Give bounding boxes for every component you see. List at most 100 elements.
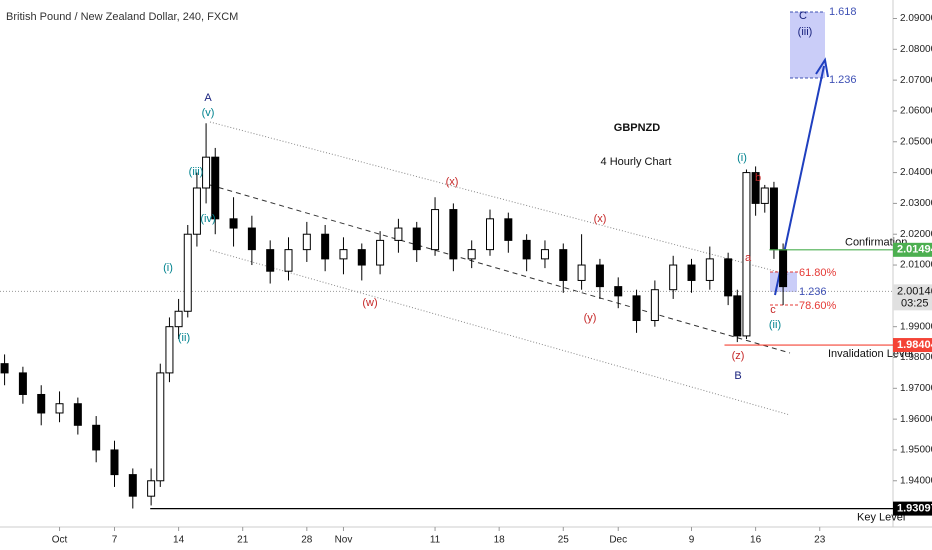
candle-body bbox=[92, 424, 101, 451]
x-tick-label: 14 bbox=[173, 535, 185, 546]
wave-label: (ii) bbox=[178, 332, 190, 344]
candle-body bbox=[650, 289, 659, 322]
candle-body bbox=[0, 363, 9, 374]
candle-body bbox=[174, 310, 183, 328]
candle-body bbox=[37, 393, 46, 414]
price-tag-label: 1.98404 bbox=[897, 339, 932, 351]
x-tick-label: 21 bbox=[237, 535, 249, 546]
y-tick-label: 2.09000 bbox=[900, 13, 932, 24]
y-tick-label: 2.04000 bbox=[900, 167, 932, 178]
x-tick-label: Nov bbox=[335, 535, 353, 546]
candle-body bbox=[211, 156, 220, 220]
y-tick-label: 2.01000 bbox=[900, 260, 932, 271]
x-tick-label: Dec bbox=[609, 535, 627, 546]
candle-body bbox=[376, 239, 385, 266]
wave-label: C bbox=[799, 10, 807, 22]
countdown: 03:25 bbox=[901, 297, 929, 309]
channel-mid bbox=[209, 184, 791, 354]
candle-body bbox=[779, 249, 788, 288]
fib-label: 1.236 bbox=[799, 286, 827, 298]
candle-body bbox=[202, 156, 211, 189]
symbol: GBPNZD bbox=[614, 122, 661, 134]
wave-label: A bbox=[204, 92, 212, 104]
candle-body bbox=[742, 172, 751, 337]
candle-body bbox=[302, 233, 311, 251]
candle-body bbox=[412, 227, 421, 251]
candle-body bbox=[156, 372, 165, 482]
wave-label: (x) bbox=[594, 213, 607, 225]
wave-label: (i) bbox=[163, 262, 173, 274]
candle-body bbox=[467, 249, 476, 260]
wave-label: (ii) bbox=[769, 319, 781, 331]
y-tick-label: 1.97000 bbox=[900, 383, 932, 394]
y-tick-label: 2.03000 bbox=[900, 198, 932, 209]
candle-body bbox=[632, 295, 641, 322]
candle-body bbox=[183, 233, 192, 312]
candle-body bbox=[321, 233, 330, 260]
candle-body bbox=[357, 249, 366, 266]
wave-label: (w) bbox=[362, 297, 377, 309]
candle-body bbox=[559, 249, 568, 281]
candle-body bbox=[247, 227, 256, 251]
y-tick-label: 2.06000 bbox=[900, 106, 932, 117]
arrow-head bbox=[815, 57, 829, 78]
x-tick-label: 9 bbox=[689, 535, 695, 546]
wave-label: (i) bbox=[737, 152, 747, 164]
candle-body bbox=[18, 372, 27, 395]
level-label: Confirmation bbox=[845, 237, 907, 249]
candle-body bbox=[55, 403, 64, 414]
y-tick-label: 1.96000 bbox=[900, 414, 932, 425]
wave-label: B bbox=[734, 370, 741, 382]
wave-label: (iii) bbox=[798, 26, 813, 38]
wave-label: (z) bbox=[732, 350, 745, 362]
candle-body bbox=[486, 218, 495, 251]
candle-body bbox=[110, 449, 119, 476]
candle-body bbox=[751, 172, 760, 204]
wave-label: c bbox=[770, 304, 776, 316]
candle-body bbox=[128, 474, 137, 497]
x-tick-label: 28 bbox=[301, 535, 313, 546]
candle-body bbox=[192, 187, 201, 235]
wave-label: (iii) bbox=[189, 166, 204, 178]
candle-body bbox=[577, 264, 586, 281]
wave-label: (x) bbox=[446, 176, 459, 188]
candle-body bbox=[669, 264, 678, 291]
candle-body bbox=[760, 187, 769, 204]
candle-body bbox=[229, 218, 238, 229]
x-tick-label: Oct bbox=[52, 535, 68, 546]
x-tick-label: 23 bbox=[814, 535, 826, 546]
price-tag bbox=[893, 501, 932, 516]
candle-body bbox=[504, 218, 513, 241]
candle-body bbox=[73, 403, 82, 426]
x-tick-label: 7 bbox=[112, 535, 118, 546]
candle-body bbox=[733, 295, 742, 337]
x-tick-label: 25 bbox=[558, 535, 570, 546]
fib-label: 61.80% bbox=[799, 267, 837, 279]
chart-title: British Pound / New Zealand Dollar, 240,… bbox=[6, 11, 238, 23]
y-tick-label: 1.94000 bbox=[900, 475, 932, 486]
wave-label: (iv) bbox=[200, 213, 215, 225]
x-tick-label: 16 bbox=[750, 535, 762, 546]
candle-body bbox=[394, 227, 403, 241]
candle-body bbox=[449, 209, 458, 260]
wave-label: a bbox=[745, 252, 752, 264]
candle-body bbox=[266, 249, 275, 272]
wave-label: (v) bbox=[202, 107, 215, 119]
candle-body bbox=[614, 286, 623, 297]
target-box bbox=[790, 12, 825, 78]
candle-body bbox=[769, 187, 778, 251]
price-tag bbox=[893, 338, 932, 353]
wave-label: b bbox=[755, 172, 761, 184]
y-tick-label: 2.07000 bbox=[900, 75, 932, 86]
price-tag bbox=[893, 284, 932, 311]
x-tick-label: 11 bbox=[430, 535, 441, 546]
channel-upper bbox=[209, 121, 791, 276]
price-tag-label: 2.00146 bbox=[897, 285, 932, 297]
candle-body bbox=[540, 249, 549, 260]
wave-label: (y) bbox=[584, 312, 597, 324]
y-tick-label: 1.98000 bbox=[900, 352, 932, 363]
y-tick-label: 1.99000 bbox=[900, 321, 932, 332]
candle-body bbox=[147, 480, 156, 497]
fib-label: 78.60% bbox=[799, 300, 837, 312]
